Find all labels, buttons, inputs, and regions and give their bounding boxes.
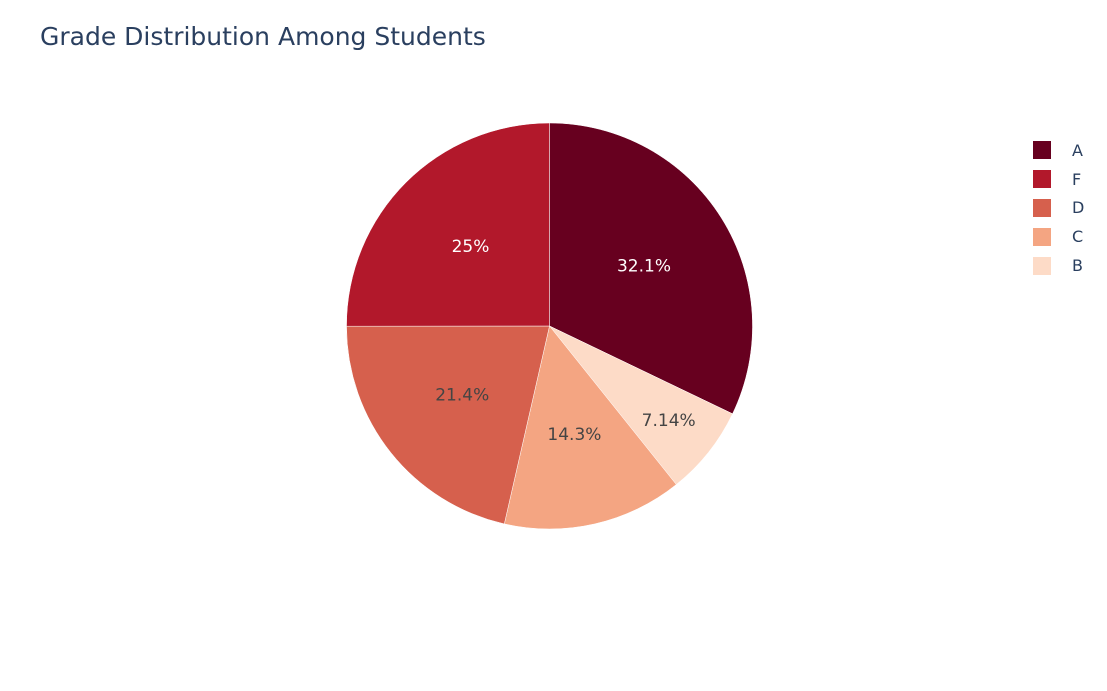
slice-label-a: 32.1% [617, 257, 671, 277]
legend-swatch [1033, 227, 1051, 246]
slice-label-b: 7.14% [642, 411, 696, 431]
pie-slice-a[interactable] [549, 122, 753, 415]
chart-title: Grade Distribution Among Students [40, 22, 486, 51]
legend-label: A [1072, 140, 1083, 160]
slice-label-c: 14.3% [547, 425, 601, 445]
slice-label-d: 21.4% [435, 386, 489, 406]
legend-item-a[interactable]: A [1033, 136, 1084, 165]
legend-label: F [1072, 169, 1082, 189]
legend-item-f[interactable]: F [1033, 165, 1084, 194]
pie-slice-f[interactable] [346, 122, 550, 327]
legend-label: D [1072, 198, 1085, 218]
legend-item-c[interactable]: C [1033, 222, 1084, 251]
legend-label: C [1072, 227, 1084, 247]
legend-item-b[interactable]: B [1033, 251, 1084, 280]
legend-swatch [1033, 198, 1051, 217]
slice-label-f: 25% [452, 237, 490, 257]
legend-item-d[interactable]: D [1033, 194, 1084, 223]
legend-swatch [1033, 170, 1051, 189]
pie-slice-d[interactable] [346, 325, 550, 525]
legend-label: B [1072, 256, 1083, 276]
legend-swatch [1033, 256, 1051, 275]
legend-swatch [1033, 141, 1051, 160]
pie-slice-c[interactable] [504, 325, 677, 530]
